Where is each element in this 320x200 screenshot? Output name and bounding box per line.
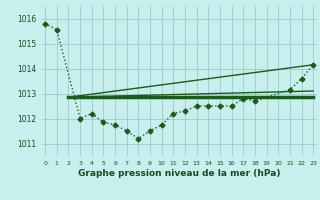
X-axis label: Graphe pression niveau de la mer (hPa): Graphe pression niveau de la mer (hPa) [78,169,280,178]
